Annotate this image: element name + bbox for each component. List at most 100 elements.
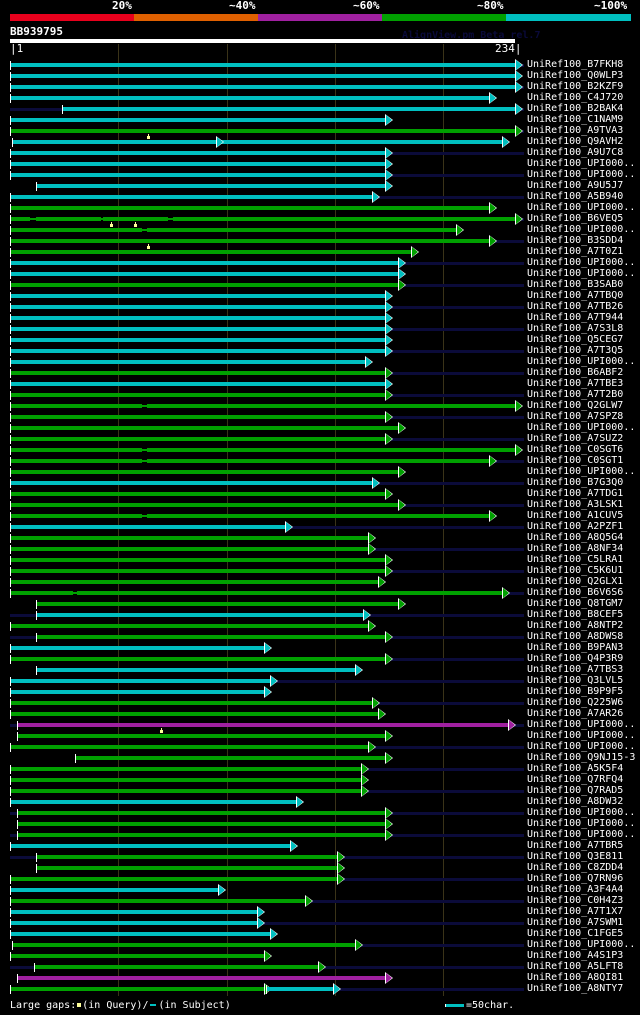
hit-label[interactable]: UniRef100_C8ZDD4 <box>527 862 624 873</box>
hit-label[interactable]: UniRef100_Q225W6 <box>527 697 624 708</box>
hit-label[interactable]: UniRef100_Q7RAD5 <box>527 785 624 796</box>
hit-label[interactable]: UniRef100_UPI000.. <box>527 422 636 433</box>
hit-label[interactable]: UniRef100_A1CUV5 <box>527 510 624 521</box>
hit-label[interactable]: UniRef100_A8DW32 <box>527 796 624 807</box>
hit-label[interactable]: UniRef100_UPI000.. <box>527 224 636 235</box>
hit-label[interactable]: UniRef100_A7TBQ0 <box>527 290 624 301</box>
hit-label[interactable]: UniRef100_A5LFT8 <box>527 961 624 972</box>
hit-segment <box>10 877 338 881</box>
hit-label[interactable]: UniRef100_A5B940 <box>527 191 624 202</box>
hit-label[interactable]: UniRef100_A7TBS3 <box>527 664 624 675</box>
segment-end-arrow-icon <box>355 665 362 675</box>
unaligned-region <box>10 966 34 969</box>
hit-label[interactable]: UniRef100_UPI000.. <box>527 466 636 477</box>
hit-label[interactable]: UniRef100_A9U7C8 <box>527 147 624 158</box>
hit-label[interactable]: UniRef100_A3F4A4 <box>527 884 624 895</box>
hit-label[interactable]: UniRef100_A7T3Q5 <box>527 345 624 356</box>
hit-label[interactable]: UniRef100_B6VEQ5 <box>527 213 624 224</box>
hit-label[interactable]: UniRef100_Q5CEG7 <box>527 334 624 345</box>
hit-label[interactable]: UniRef100_A7T1X7 <box>527 906 624 917</box>
hit-label[interactable]: UniRef100_UPI000.. <box>527 158 636 169</box>
hit-label[interactable]: UniRef100_B2BAK4 <box>527 103 624 114</box>
hit-label[interactable]: UniRef100_A3LSK1 <box>527 499 624 510</box>
segment-end-arrow-icon <box>398 280 405 290</box>
hit-label[interactable]: UniRef100_A8QI81 <box>527 972 624 983</box>
hit-segment <box>10 228 457 232</box>
hit-label[interactable]: UniRef100_B9P9F5 <box>527 686 624 697</box>
hit-label[interactable]: UniRef100_UPI000.. <box>527 268 636 279</box>
hit-label[interactable]: UniRef100_Q3LVL5 <box>527 675 624 686</box>
hit-segment <box>36 613 364 617</box>
hit-label[interactable]: UniRef100_A7T0Z1 <box>527 246 624 257</box>
hit-label[interactable]: UniRef100_A7SWM1 <box>527 917 624 928</box>
hit-label[interactable]: UniRef100_C4J720 <box>527 92 624 103</box>
hit-segment <box>10 470 398 474</box>
hit-label[interactable]: UniRef100_UPI000.. <box>527 741 636 752</box>
hit-label[interactable]: UniRef100_B9PAN3 <box>527 642 624 653</box>
hit-label[interactable]: UniRef100_UPI000.. <box>527 829 636 840</box>
hit-label[interactable]: UniRef100_A7SUZ2 <box>527 433 624 444</box>
hit-label[interactable]: UniRef100_Q2GLX1 <box>527 576 624 587</box>
hit-label[interactable]: UniRef100_UPI000.. <box>527 719 636 730</box>
hit-label[interactable]: UniRef100_Q2GLW7 <box>527 400 624 411</box>
hit-label[interactable]: UniRef100_B3SDD4 <box>527 235 624 246</box>
hit-label[interactable]: UniRef100_B7G3Q0 <box>527 477 624 488</box>
hit-label[interactable]: UniRef100_Q7RFQ4 <box>527 774 624 785</box>
hit-label[interactable]: UniRef100_C0H4Z3 <box>527 895 624 906</box>
hit-label[interactable]: UniRef100_Q9AVH2 <box>527 136 624 147</box>
hit-label[interactable]: UniRef100_UPI000.. <box>527 730 636 741</box>
hit-label[interactable]: UniRef100_UPI000.. <box>527 257 636 268</box>
hit-label[interactable]: UniRef100_UPI000.. <box>527 169 636 180</box>
hit-label[interactable]: UniRef100_A8DWS8 <box>527 631 624 642</box>
hit-label[interactable]: UniRef100_C5K6U1 <box>527 565 624 576</box>
hit-segment <box>10 701 372 705</box>
hit-label[interactable]: UniRef100_C1NAM9 <box>527 114 624 125</box>
hit-label[interactable]: UniRef100_A5K5F4 <box>527 763 624 774</box>
hit-label[interactable]: UniRef100_C5LRA1 <box>527 554 624 565</box>
hit-label[interactable]: UniRef100_A8Q5G4 <box>527 532 624 543</box>
hit-label[interactable]: UniRef100_B2KZF9 <box>527 81 624 92</box>
hit-label[interactable]: UniRef100_UPI000.. <box>527 818 636 829</box>
segment-start-mark <box>10 787 11 796</box>
hit-label[interactable]: UniRef100_UPI000.. <box>527 356 636 367</box>
hit-label[interactable]: UniRef100_UPI000.. <box>527 807 636 818</box>
hit-label[interactable]: UniRef100_A7TBE3 <box>527 378 624 389</box>
hit-label[interactable]: UniRef100_A7T944 <box>527 312 624 323</box>
hit-label[interactable]: UniRef100_A8NTP2 <box>527 620 624 631</box>
hit-label[interactable]: UniRef100_A7T2B0 <box>527 389 624 400</box>
hit-label[interactable]: UniRef100_Q9NJ15-3 <box>527 752 636 763</box>
hit-label[interactable]: UniRef100_A7S3L8 <box>527 323 624 334</box>
hit-label[interactable]: UniRef100_A4S1P3 <box>527 950 624 961</box>
hit-label[interactable]: UniRef100_A7SPZ8 <box>527 411 624 422</box>
hit-label[interactable]: UniRef100_B7FKH8 <box>527 59 624 70</box>
hit-label[interactable]: UniRef100_A7AR26 <box>527 708 624 719</box>
hit-label[interactable]: UniRef100_Q7RN96 <box>527 873 624 884</box>
hit-label[interactable]: UniRef100_A7TBR5 <box>527 840 624 851</box>
hit-label[interactable]: UniRef100_A7TDG1 <box>527 488 624 499</box>
hit-label[interactable]: UniRef100_Q0WLP3 <box>527 70 624 81</box>
hit-label[interactable]: UniRef100_C1FGE5 <box>527 928 624 939</box>
hit-label[interactable]: UniRef100_Q4P3R9 <box>527 653 624 664</box>
hit-label[interactable]: UniRef100_B8CEF5 <box>527 609 624 620</box>
hit-label[interactable]: UniRef100_UPI000.. <box>527 202 636 213</box>
segment-end-arrow-icon <box>385 632 392 642</box>
hit-segment <box>10 371 385 375</box>
segment-start-mark <box>10 204 11 213</box>
unaligned-region <box>388 570 524 573</box>
hit-label[interactable]: UniRef100_A8NTY7 <box>527 983 624 994</box>
hit-label[interactable]: UniRef100_Q8TGM7 <box>527 598 624 609</box>
segment-end-arrow-icon <box>385 148 392 158</box>
hit-label[interactable]: UniRef100_A8NF34 <box>527 543 624 554</box>
hit-label[interactable]: UniRef100_A9U5J7 <box>527 180 624 191</box>
hit-label[interactable]: UniRef100_A9TVA3 <box>527 125 624 136</box>
segment-end-arrow-icon <box>368 742 375 752</box>
hit-label[interactable]: UniRef100_A7TB26 <box>527 301 624 312</box>
hit-label[interactable]: UniRef100_B6V6S6 <box>527 587 624 598</box>
hit-label[interactable]: UniRef100_A2PZF1 <box>527 521 624 532</box>
hit-label[interactable]: UniRef100_B3SAB0 <box>527 279 624 290</box>
hit-label[interactable]: UniRef100_UPI000.. <box>527 939 636 950</box>
hit-label[interactable]: UniRef100_Q3E811 <box>527 851 624 862</box>
hit-label[interactable]: UniRef100_B6ABF2 <box>527 367 624 378</box>
hit-label[interactable]: UniRef100_C0SGT1 <box>527 455 624 466</box>
hit-label[interactable]: UniRef100_C0SGT6 <box>527 444 624 455</box>
